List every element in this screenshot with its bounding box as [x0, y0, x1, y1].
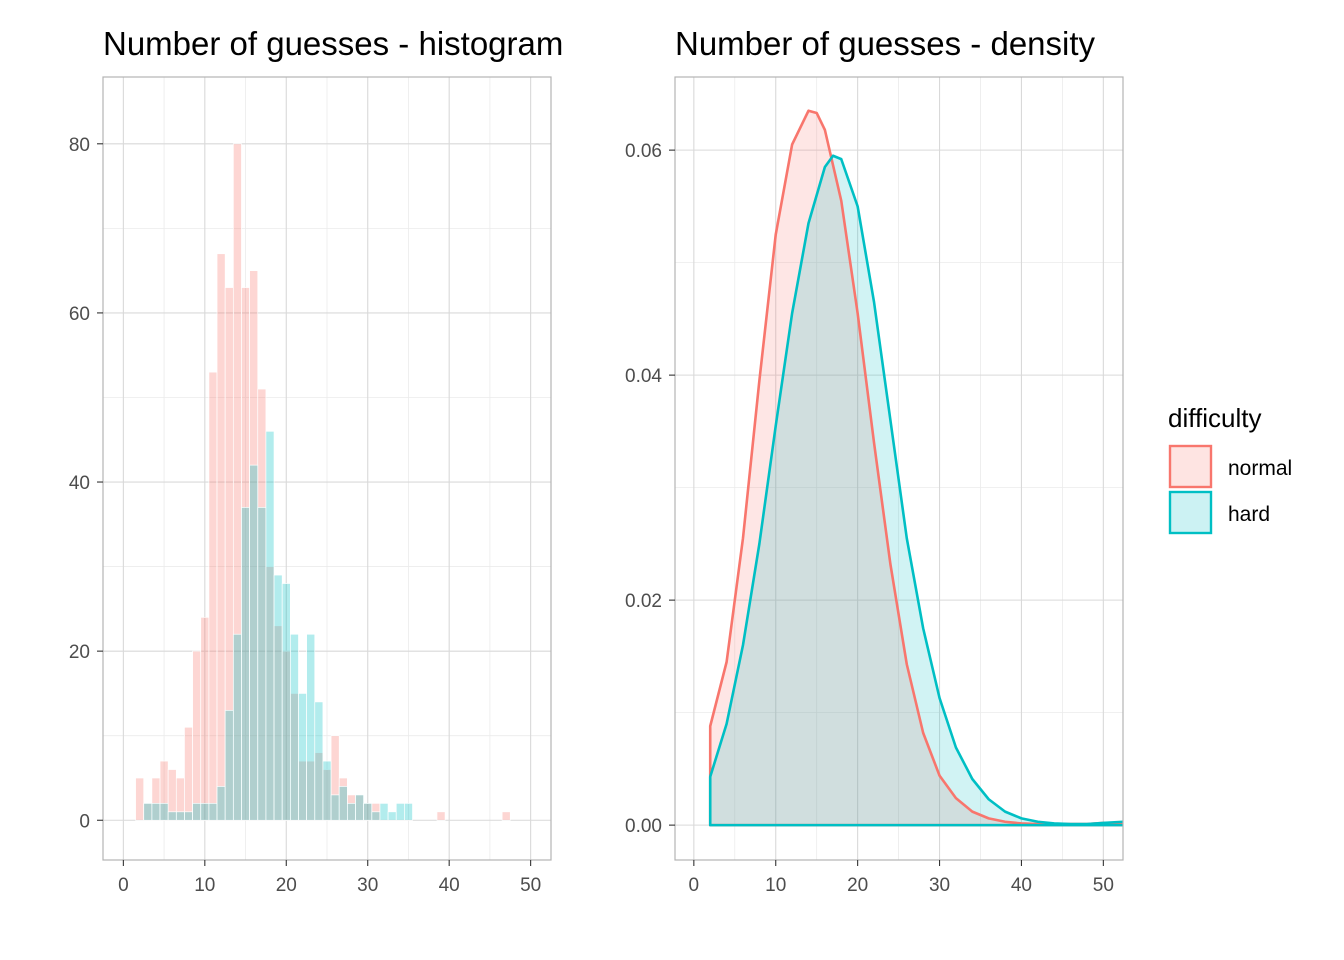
density-x-tick-label: 30 — [929, 875, 950, 896]
histogram-bar-normal — [216, 253, 226, 821]
histogram-bar-hard — [379, 802, 389, 821]
histogram-y-tick-label: 80 — [69, 135, 90, 156]
histogram-bar-normal — [436, 811, 446, 821]
density-x-tick-label: 50 — [1093, 875, 1114, 896]
histogram-bar-hard — [192, 802, 202, 821]
histogram-bar-hard — [306, 633, 316, 821]
histogram-bar-hard — [298, 693, 307, 821]
histogram-bar-hard — [404, 802, 413, 821]
histogram-bar-hard — [257, 507, 267, 821]
density-axis-ticks: 0 10 20 30 40 50 0.00 0.02 0.04 0.06 — [625, 141, 1114, 896]
histogram-x-tick-label: 0 — [118, 875, 129, 896]
histogram-bar-hard — [314, 701, 324, 821]
histogram-bar-hard — [241, 507, 250, 821]
histogram-bar-normal — [135, 777, 145, 821]
density-x-tick-label: 40 — [1011, 875, 1032, 896]
histogram-bars — [135, 143, 511, 821]
histogram-bar-hard — [322, 760, 332, 821]
histogram-x-tick-label: 10 — [194, 875, 215, 896]
histogram-bar-hard — [347, 802, 356, 821]
histogram-bar-hard — [159, 802, 169, 821]
histogram-bar-normal — [501, 811, 511, 821]
legend-item-normal: normal — [1168, 444, 1292, 489]
histogram-bar-hard — [200, 802, 210, 821]
density-chart: Number of guesses - density 0 10 20 30 40 500… — [625, 25, 1124, 896]
histogram-bar-hard — [371, 811, 381, 821]
histogram-bar-hard — [281, 583, 291, 821]
histogram-bar-hard — [330, 794, 340, 821]
histogram-y-tick-label: 20 — [69, 642, 90, 663]
histogram-bar-hard — [289, 633, 299, 821]
histogram-y-tick-label: 0 — [79, 811, 90, 832]
histogram-bar-hard — [249, 464, 259, 821]
legend-label-normal: normal — [1228, 457, 1292, 480]
histogram-bar-hard — [167, 811, 177, 821]
histogram-bar-hard — [184, 811, 193, 821]
histogram-bar-hard — [224, 709, 234, 821]
histogram-panel-border — [102, 76, 552, 861]
density-y-tick-label: 0.06 — [625, 141, 662, 162]
histogram-bar-hard — [395, 802, 405, 821]
histogram-x-tick-label: 40 — [439, 875, 460, 896]
density-area-normal — [710, 110, 1123, 826]
density-x-tick-label: 20 — [847, 875, 868, 896]
histogram-grid — [103, 77, 551, 860]
histogram-bar-hard — [355, 794, 365, 821]
density-areas — [708, 109, 1124, 827]
density-y-tick-label: 0.04 — [625, 366, 662, 387]
legend: difficulty normal hard — [1168, 403, 1292, 535]
histogram-bar-hard — [338, 786, 348, 821]
density-title: Number of guesses - density — [675, 25, 1096, 62]
histogram-bar-normal — [200, 616, 210, 821]
histogram-x-tick-label: 50 — [520, 875, 541, 896]
histogram-bar-hard — [265, 430, 275, 821]
density-y-tick-label: 0.00 — [625, 816, 662, 837]
histogram-bar-hard — [387, 811, 397, 821]
histogram-bar-hard — [143, 802, 153, 821]
density-area-hard — [710, 155, 1123, 826]
legend-key-hard — [1168, 490, 1213, 535]
histogram-y-tick-label: 60 — [69, 304, 90, 325]
histogram-title: Number of guesses - histogram — [103, 25, 563, 62]
histogram-x-tick-label: 30 — [357, 875, 378, 896]
histogram-bar-hard — [151, 802, 161, 821]
histogram-bar-hard — [216, 786, 226, 821]
density-x-tick-label: 10 — [765, 875, 786, 896]
legend-title: difficulty — [1168, 403, 1261, 433]
legend-label-hard: hard — [1228, 503, 1270, 526]
density-x-tick-label: 0 — [689, 875, 700, 896]
histogram-bar-hard — [175, 811, 185, 821]
histogram-bar-hard — [208, 802, 218, 821]
histogram-x-tick-label: 20 — [276, 875, 297, 896]
histogram-bar-normal — [208, 371, 218, 821]
histogram-bar-normal — [184, 726, 193, 821]
histogram-bar-normal — [192, 650, 202, 821]
legend-item-hard: hard — [1168, 490, 1270, 535]
histogram-bar-hard — [363, 802, 373, 821]
density-line-hard — [708, 154, 1124, 827]
histogram-y-tick-label: 40 — [69, 473, 90, 494]
histogram-bar-hard — [232, 633, 242, 821]
density-y-tick-label: 0.02 — [625, 591, 662, 612]
histogram-axis-ticks: 0 10 20 30 40 50 0 20 40 60 80 — [69, 135, 541, 896]
density-panel-border — [674, 76, 1124, 861]
legend-key-normal — [1168, 444, 1213, 489]
histogram-bar-hard — [273, 574, 283, 821]
histogram-chart: Number of guesses - histogram 0 10 20 30 40 5… — [69, 25, 564, 896]
